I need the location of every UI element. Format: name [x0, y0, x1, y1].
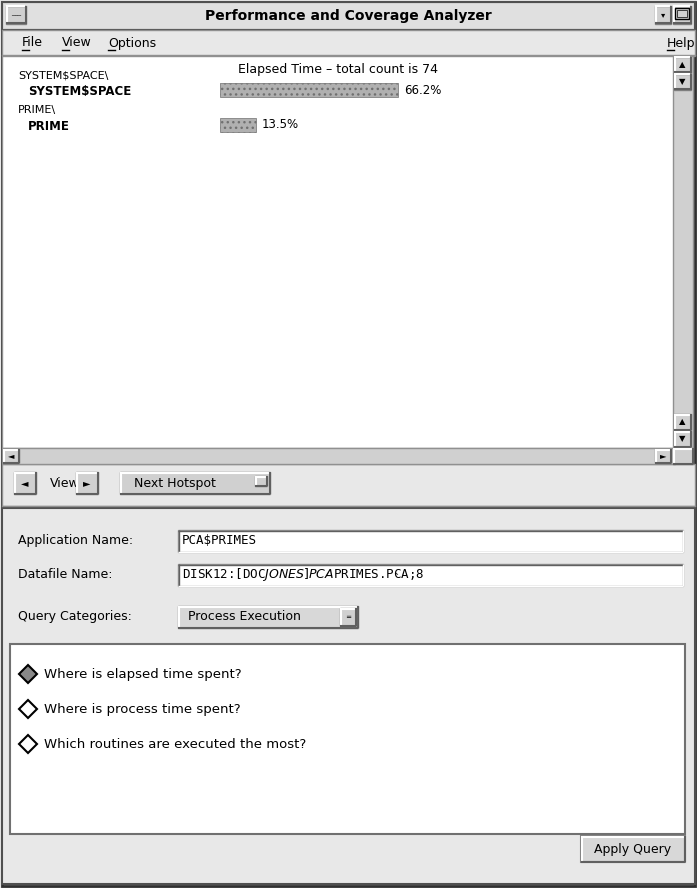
Bar [220, 118, 256, 132]
Text: Query Categories:: Query Categories: [18, 609, 132, 622]
Text: ═: ═ [346, 613, 350, 619]
Text: ▾: ▾ [661, 11, 665, 20]
Bar [220, 83, 398, 97]
Polygon shape [19, 665, 37, 683]
Bar [10, 644, 685, 834]
Text: Next Hotspot: Next Hotspot [134, 477, 216, 489]
Text: Where is process time spent?: Where is process time spent? [44, 702, 240, 716]
Bar [673, 56, 693, 448]
Text: 66.2%: 66.2% [404, 83, 441, 97]
Text: Which routines are executed the most?: Which routines are executed the most? [44, 738, 306, 750]
Bar [14, 472, 36, 494]
Text: ►: ► [660, 451, 666, 461]
Text: ►: ► [83, 478, 91, 488]
Bar [4, 4, 693, 28]
Text: ▼: ▼ [679, 434, 685, 443]
Bar [674, 414, 691, 430]
Bar [178, 530, 683, 552]
Bar [340, 608, 356, 626]
Bar [2, 2, 695, 30]
Text: Application Name:: Application Name: [18, 534, 133, 546]
Bar [673, 448, 693, 464]
Bar [655, 449, 671, 463]
Bar [255, 476, 267, 486]
Text: ‸: ‸ [395, 565, 398, 575]
Bar [76, 472, 98, 494]
Text: Datafile Name:: Datafile Name: [18, 567, 112, 581]
Text: ◄: ◄ [21, 478, 29, 488]
Bar [2, 464, 695, 506]
Text: SYSTEM$SPACE\: SYSTEM$SPACE\ [18, 70, 108, 80]
Text: ▼: ▼ [679, 77, 685, 86]
Bar [674, 57, 691, 73]
Text: DISK12:[DOC$JONES]PCA$PRIMES.PCA;8: DISK12:[DOC$JONES]PCA$PRIMES.PCA;8 [182, 566, 424, 583]
Bar [655, 6, 671, 24]
Text: View: View [50, 477, 79, 489]
Text: PRIME\: PRIME\ [18, 105, 56, 115]
Text: Performance and Coverage Analyzer: Performance and Coverage Analyzer [205, 9, 491, 23]
Bar [120, 472, 270, 494]
Polygon shape [19, 700, 37, 718]
Polygon shape [19, 735, 37, 753]
Bar [674, 431, 691, 447]
Bar [178, 564, 683, 586]
Bar [673, 6, 691, 24]
Bar [674, 74, 691, 90]
Bar [2, 56, 675, 448]
Bar [2, 508, 695, 884]
Text: ▲: ▲ [679, 417, 685, 426]
Text: ──: ── [11, 11, 21, 20]
Bar [3, 449, 19, 463]
Text: ▲: ▲ [679, 60, 685, 69]
Text: Apply Query: Apply Query [595, 843, 672, 855]
Text: Options: Options [108, 36, 156, 50]
Bar [178, 606, 358, 628]
Text: Where is elapsed time spent?: Where is elapsed time spent? [44, 668, 242, 680]
Text: Elapsed Time – total count is 74: Elapsed Time – total count is 74 [238, 64, 438, 76]
Bar [2, 30, 695, 56]
Bar [581, 836, 685, 862]
Text: View: View [62, 36, 92, 50]
Bar [675, 8, 689, 19]
Bar [677, 10, 687, 17]
Text: 13.5%: 13.5% [262, 118, 299, 131]
Text: Process Execution: Process Execution [188, 609, 301, 622]
Text: PRIME: PRIME [28, 121, 70, 133]
Text: PCA$PRIMES: PCA$PRIMES [182, 534, 257, 546]
Bar [6, 6, 26, 24]
Bar [2, 448, 675, 464]
Text: Help: Help [667, 36, 696, 50]
Text: SYSTEM$SPACE: SYSTEM$SPACE [28, 85, 131, 99]
Text: ◄: ◄ [8, 451, 14, 461]
Text: File: File [22, 36, 43, 50]
